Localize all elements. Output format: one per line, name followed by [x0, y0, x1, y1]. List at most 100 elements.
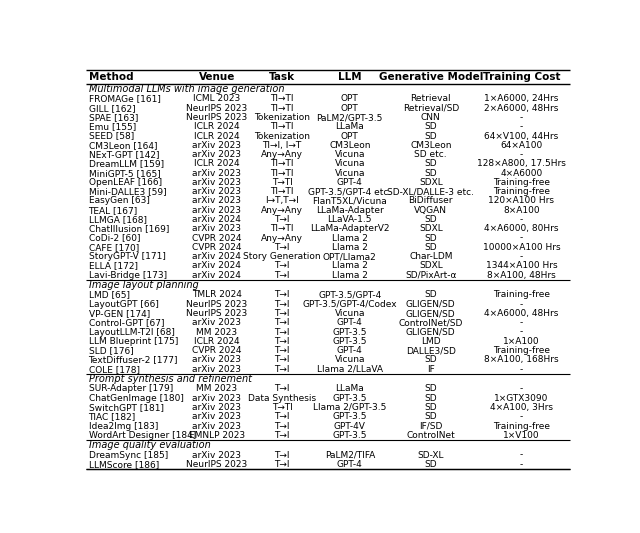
Text: Any→Any: Any→Any	[261, 233, 303, 243]
Text: Retrieval: Retrieval	[410, 94, 451, 103]
Text: arXiv 2024: arXiv 2024	[193, 252, 241, 261]
Text: Image quality evaluation: Image quality evaluation	[88, 440, 211, 450]
Text: 1×A6000, 24Hrs: 1×A6000, 24Hrs	[484, 94, 559, 103]
Text: Method: Method	[88, 72, 133, 82]
Text: ICLR 2024: ICLR 2024	[194, 132, 239, 141]
Text: GPT-3.5: GPT-3.5	[333, 337, 367, 346]
Text: Idea2Img [183]: Idea2Img [183]	[88, 422, 158, 431]
Text: DreamLLM [159]: DreamLLM [159]	[88, 159, 164, 168]
Text: Vicuna: Vicuna	[335, 150, 365, 159]
Text: 10000×A100 Hrs: 10000×A100 Hrs	[483, 243, 560, 252]
Text: SD: SD	[424, 356, 437, 365]
Text: arXiv 2024: arXiv 2024	[193, 261, 241, 270]
Text: MM 2023: MM 2023	[196, 328, 237, 336]
Text: SD-XL/DALLE-3 etc.: SD-XL/DALLE-3 etc.	[387, 187, 474, 196]
Text: CAFE [170]: CAFE [170]	[88, 243, 139, 252]
Text: -: -	[520, 412, 523, 421]
Text: NExT-GPT [142]: NExT-GPT [142]	[88, 150, 159, 159]
Text: LLaVA-1.5: LLaVA-1.5	[328, 215, 372, 224]
Text: LLMGA [168]: LLMGA [168]	[88, 215, 147, 224]
Text: SD: SD	[424, 290, 437, 300]
Text: LLaMa-Adapter: LLaMa-Adapter	[316, 206, 383, 215]
Text: arXiv 2024: arXiv 2024	[193, 271, 241, 280]
Text: Data Synthesis: Data Synthesis	[248, 394, 316, 403]
Text: GPT-3.5: GPT-3.5	[333, 412, 367, 421]
Text: ChatIllusion [169]: ChatIllusion [169]	[88, 224, 169, 233]
Text: -: -	[520, 215, 523, 224]
Text: SD: SD	[424, 122, 437, 131]
Text: TI→TI: TI→TI	[270, 187, 294, 196]
Text: -: -	[520, 450, 523, 459]
Text: T→I: T→I	[275, 261, 290, 270]
Text: 1×A100: 1×A100	[503, 337, 540, 346]
Text: T→I: T→I	[275, 384, 290, 393]
Text: SUR-Adapter [179]: SUR-Adapter [179]	[88, 384, 173, 393]
Text: SD: SD	[424, 168, 437, 177]
Text: Emu [155]: Emu [155]	[88, 122, 136, 131]
Text: CVPR 2024: CVPR 2024	[192, 233, 241, 243]
Text: Story Generation: Story Generation	[243, 252, 321, 261]
Text: T→I: T→I	[275, 328, 290, 336]
Text: T→I: T→I	[275, 271, 290, 280]
Text: SD: SD	[424, 384, 437, 393]
Text: T→I: T→I	[275, 337, 290, 346]
Text: GLIGEN/SD: GLIGEN/SD	[406, 300, 456, 309]
Text: SD: SD	[424, 233, 437, 243]
Text: T→TI: T→TI	[271, 403, 292, 412]
Text: Training Cost: Training Cost	[483, 72, 560, 82]
Text: arXiv 2023: arXiv 2023	[192, 356, 241, 365]
Text: 64×A100: 64×A100	[500, 141, 543, 150]
Text: SDXL: SDXL	[419, 224, 443, 233]
Text: SDXL: SDXL	[419, 261, 443, 270]
Text: PaLM2/TIFA: PaLM2/TIFA	[324, 450, 375, 459]
Text: CM3Leon: CM3Leon	[329, 141, 371, 150]
Text: arXiv 2023: arXiv 2023	[192, 187, 241, 196]
Text: CoDi-2 [60]: CoDi-2 [60]	[88, 233, 140, 243]
Text: -: -	[520, 365, 523, 374]
Text: SD: SD	[424, 394, 437, 403]
Text: GPT-3.5: GPT-3.5	[333, 328, 367, 336]
Text: TextDiffuser-2 [177]: TextDiffuser-2 [177]	[88, 356, 178, 365]
Text: TI→TI: TI→TI	[270, 159, 294, 168]
Text: GPT-3.5: GPT-3.5	[333, 394, 367, 403]
Text: Venue: Venue	[198, 72, 235, 82]
Text: arXiv 2024: arXiv 2024	[193, 215, 241, 224]
Text: T→I: T→I	[275, 290, 290, 300]
Text: -: -	[520, 233, 523, 243]
Text: SwitchGPT [181]: SwitchGPT [181]	[88, 403, 164, 412]
Text: Control-GPT [67]: Control-GPT [67]	[88, 318, 164, 327]
Text: NeurIPS 2023: NeurIPS 2023	[186, 460, 248, 469]
Text: EMNLP 2023: EMNLP 2023	[189, 431, 245, 440]
Text: TI→TI: TI→TI	[270, 122, 294, 131]
Text: FlanT5XL/Vicuna: FlanT5XL/Vicuna	[312, 197, 387, 206]
Text: GILL [162]: GILL [162]	[88, 104, 135, 113]
Text: TI→I, I→T: TI→I, I→T	[262, 141, 301, 150]
Text: 128×A800, 17.5Hrs: 128×A800, 17.5Hrs	[477, 159, 566, 168]
Text: TEAL [167]: TEAL [167]	[88, 206, 138, 215]
Text: arXiv 2023: arXiv 2023	[192, 412, 241, 421]
Text: PaLM2/GPT-3.5: PaLM2/GPT-3.5	[317, 113, 383, 122]
Text: SPAE [163]: SPAE [163]	[88, 113, 138, 122]
Text: LayoutGPT [66]: LayoutGPT [66]	[88, 300, 159, 309]
Text: LLaMa: LLaMa	[335, 122, 364, 131]
Text: T→I: T→I	[275, 309, 290, 318]
Text: -: -	[520, 460, 523, 469]
Text: Training-free: Training-free	[493, 346, 550, 355]
Text: TI→TI: TI→TI	[270, 224, 294, 233]
Text: arXiv 2023: arXiv 2023	[192, 178, 241, 187]
Text: SD: SD	[424, 215, 437, 224]
Text: Image layout planning: Image layout planning	[88, 280, 198, 290]
Text: arXiv 2023: arXiv 2023	[192, 141, 241, 150]
Text: SD-XL: SD-XL	[417, 450, 444, 459]
Text: arXiv 2023: arXiv 2023	[192, 422, 241, 431]
Text: GPT-3.5: GPT-3.5	[333, 431, 367, 440]
Text: EasyGen [63]: EasyGen [63]	[88, 197, 149, 206]
Text: Multimodal LLMs with image generation: Multimodal LLMs with image generation	[88, 84, 284, 94]
Text: NeurIPS 2023: NeurIPS 2023	[186, 300, 248, 309]
Text: ControlNet: ControlNet	[406, 431, 455, 440]
Text: arXiv 2023: arXiv 2023	[192, 206, 241, 215]
Text: T→I: T→I	[275, 460, 290, 469]
Text: OpenLEAF [166]: OpenLEAF [166]	[88, 178, 162, 187]
Text: OPT: OPT	[341, 104, 358, 113]
Text: T→I: T→I	[275, 365, 290, 374]
